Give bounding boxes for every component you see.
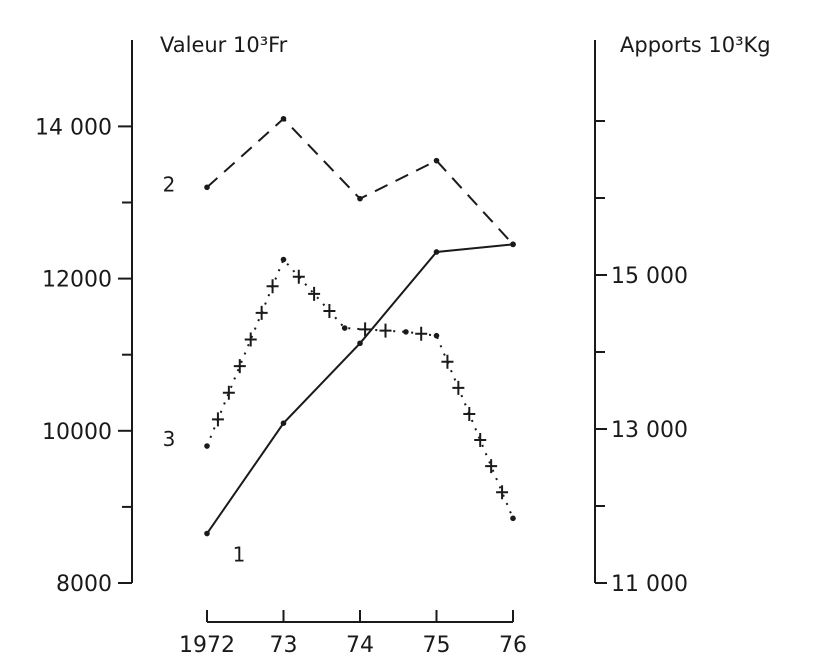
series-3-cross-marker (463, 406, 476, 421)
series-3-cross-marker (323, 303, 336, 318)
series-1-group (204, 241, 516, 537)
axes: 8000 10000 12000 14 000 11 000 13 000 15 000 19… (35, 40, 688, 658)
series-2-point (204, 184, 210, 191)
right-tick-label: 13 000 (611, 418, 688, 443)
x-tick-label: 74 (346, 633, 374, 658)
series-3-cross-marker (233, 359, 246, 374)
series-3-line (206, 257, 514, 519)
series-2-point (510, 241, 516, 248)
series-3-cross-marker (222, 385, 235, 400)
series-3-cross-marker (292, 269, 305, 284)
series-3-cross-marker (359, 322, 372, 337)
right-axis-title: Apports 10³Kg (620, 33, 771, 57)
series-3-point (510, 515, 516, 522)
x-tick-label: 73 (270, 633, 298, 658)
series-2-group (204, 115, 516, 248)
right-tick-label: 11 000 (611, 572, 688, 597)
series-3-point (204, 443, 210, 449)
left-axis-title: Valeur 10³Fr (160, 33, 288, 57)
series-3-cross-marker (211, 412, 224, 427)
series-3-point (280, 256, 287, 263)
series-3-cross-marker (485, 459, 498, 474)
series-3-group (204, 256, 516, 522)
series-3-point (403, 329, 409, 335)
series-1-label: 1 (233, 543, 246, 567)
series-1-point (204, 530, 210, 537)
series-3-point (433, 332, 440, 339)
series-3-cross-marker (474, 433, 487, 448)
series-2-point (357, 195, 363, 202)
series-3-cross-marker (452, 380, 465, 395)
series-labels: 1 2 3 (163, 172, 246, 566)
series-3-cross-marker (415, 326, 428, 341)
left-tick-label: 10000 (42, 420, 112, 445)
series-3-cross-marker (244, 332, 257, 347)
right-tick-label: 15 000 (611, 264, 688, 289)
left-tick-label: 14 000 (35, 115, 112, 140)
series-2-point (280, 115, 287, 122)
series-2-line (206, 117, 514, 246)
x-tick-label: 76 (499, 633, 527, 658)
series-3-cross-marker (255, 305, 268, 320)
series-3-cross-marker (379, 323, 392, 338)
series-1-line (206, 243, 514, 535)
left-tick-label: 8000 (56, 572, 112, 597)
series-1-point (357, 340, 363, 347)
series-2-label: 2 (163, 172, 176, 196)
series-1-point (433, 249, 440, 255)
x-tick-label: 75 (423, 633, 451, 658)
series-group (204, 115, 516, 537)
series-2-point (433, 157, 440, 164)
series-1-point (280, 420, 287, 426)
series-3-cross-marker (266, 279, 279, 294)
series-3-cross-marker (441, 354, 454, 369)
series-3-label: 3 (163, 427, 176, 451)
series-3-cross-marker (496, 485, 509, 500)
series-3-point (341, 325, 348, 331)
x-tick-label: 1972 (179, 633, 235, 658)
series-3-cross-marker (308, 286, 321, 301)
left-tick-label: 12000 (42, 268, 112, 293)
